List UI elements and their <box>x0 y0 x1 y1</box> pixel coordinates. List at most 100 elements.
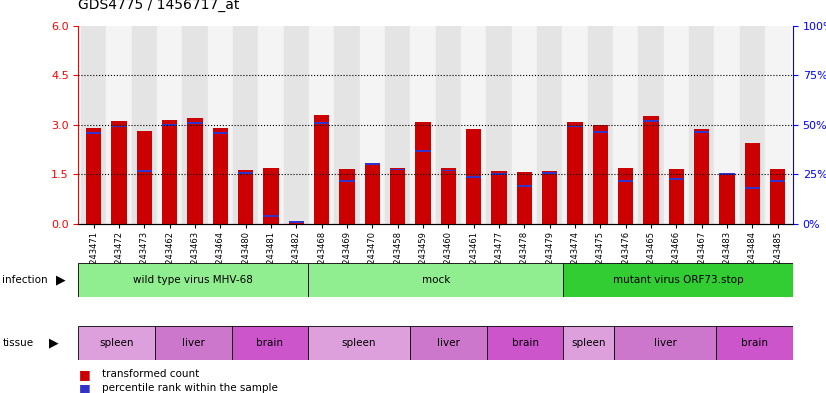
Bar <box>283 26 309 224</box>
Bar <box>669 169 684 224</box>
Bar <box>714 26 740 224</box>
Bar <box>415 123 430 224</box>
Bar <box>615 326 716 360</box>
Bar <box>415 151 430 152</box>
Bar <box>491 173 506 174</box>
Text: percentile rank within the sample: percentile rank within the sample <box>102 383 278 393</box>
Bar <box>716 326 793 360</box>
Bar <box>487 26 512 224</box>
Bar <box>461 26 487 224</box>
Bar <box>308 326 411 360</box>
Bar <box>664 26 689 224</box>
Text: infection: infection <box>2 275 48 285</box>
Bar <box>162 120 178 224</box>
Bar <box>694 131 710 133</box>
Bar <box>365 163 380 224</box>
Text: transformed count: transformed count <box>102 369 199 379</box>
Bar <box>162 124 178 126</box>
Bar <box>231 326 308 360</box>
Bar <box>137 170 152 172</box>
Bar <box>593 131 608 133</box>
Bar <box>689 26 714 224</box>
Bar <box>563 263 793 297</box>
Bar <box>131 26 157 224</box>
Text: liver: liver <box>654 338 676 348</box>
Bar <box>466 129 482 224</box>
Text: ▶: ▶ <box>49 336 59 349</box>
Bar <box>542 171 558 224</box>
Bar <box>263 215 278 217</box>
Bar <box>339 180 354 182</box>
Bar <box>643 116 658 224</box>
Bar <box>289 221 304 224</box>
Bar <box>359 26 385 224</box>
Bar <box>436 26 461 224</box>
Bar <box>588 26 613 224</box>
Bar <box>314 122 330 124</box>
Bar <box>563 26 588 224</box>
Bar <box>308 263 563 297</box>
Text: brain: brain <box>511 338 539 348</box>
Bar <box>593 125 608 224</box>
Bar <box>491 171 506 224</box>
Text: liver: liver <box>437 338 460 348</box>
Bar <box>385 26 411 224</box>
Bar <box>183 26 207 224</box>
Bar <box>78 263 308 297</box>
Bar <box>563 326 615 360</box>
Bar <box>157 26 183 224</box>
Bar <box>487 326 563 360</box>
Bar <box>390 168 406 224</box>
Bar <box>86 132 102 134</box>
Bar <box>238 172 254 174</box>
Bar <box>542 172 558 174</box>
Bar <box>517 172 532 224</box>
Bar <box>765 26 790 224</box>
Bar <box>441 169 456 171</box>
Bar <box>517 185 532 187</box>
Bar <box>770 169 786 224</box>
Bar <box>638 26 664 224</box>
Bar <box>112 125 126 127</box>
Bar <box>207 26 233 224</box>
Bar <box>289 221 304 222</box>
Bar <box>81 26 107 224</box>
Bar <box>188 122 202 124</box>
Bar <box>694 129 710 224</box>
Bar <box>613 26 638 224</box>
Text: spleen: spleen <box>572 338 606 348</box>
Bar <box>213 132 228 134</box>
Text: spleen: spleen <box>99 338 134 348</box>
Bar <box>618 169 634 224</box>
Bar <box>770 180 786 182</box>
Text: tissue: tissue <box>2 338 34 348</box>
Bar <box>137 131 152 224</box>
Bar <box>411 326 487 360</box>
Text: mock: mock <box>421 275 450 285</box>
Bar <box>112 121 126 224</box>
Bar <box>188 118 202 224</box>
Bar <box>233 26 259 224</box>
Bar <box>339 169 354 224</box>
Text: brain: brain <box>256 338 283 348</box>
Text: ■: ■ <box>78 382 90 393</box>
Bar <box>314 115 330 224</box>
Bar <box>107 26 131 224</box>
Text: ▶: ▶ <box>56 274 66 286</box>
Bar <box>740 26 765 224</box>
Bar <box>155 326 231 360</box>
Bar <box>719 173 734 175</box>
Bar <box>745 187 760 189</box>
Bar <box>618 180 634 182</box>
Bar <box>238 171 254 224</box>
Bar <box>309 26 335 224</box>
Bar <box>567 125 582 127</box>
Text: liver: liver <box>182 338 205 348</box>
Text: mutant virus ORF73.stop: mutant virus ORF73.stop <box>613 275 743 285</box>
Bar <box>78 326 155 360</box>
Bar <box>86 128 102 224</box>
Text: wild type virus MHV-68: wild type virus MHV-68 <box>133 275 254 285</box>
Bar <box>441 168 456 224</box>
Text: brain: brain <box>741 338 768 348</box>
Text: ■: ■ <box>78 367 90 381</box>
